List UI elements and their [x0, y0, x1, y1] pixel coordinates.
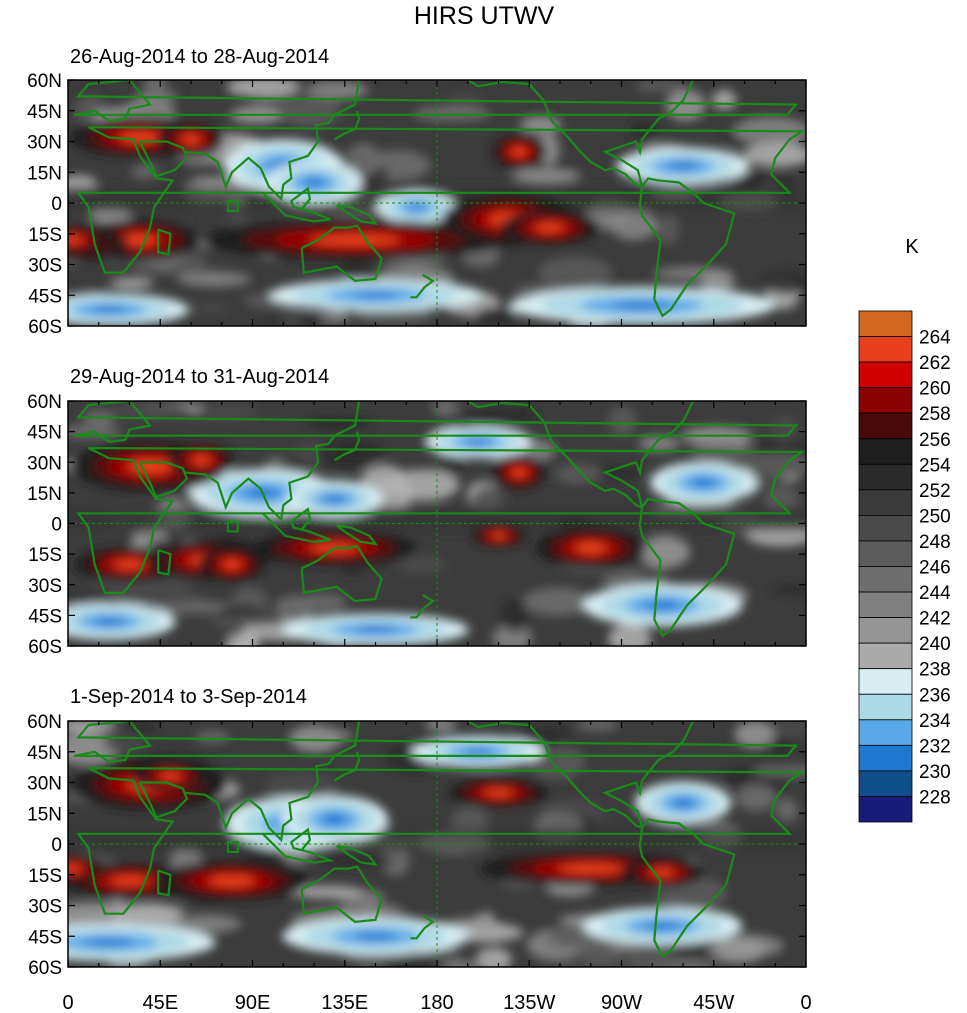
lat-label: 30S	[28, 576, 62, 597]
lat-label: 30S	[28, 897, 62, 918]
colorbar-swatch	[858, 642, 913, 670]
lat-label: 15S	[28, 866, 62, 887]
panel-1-field	[68, 80, 806, 326]
colorbar-label: 250	[919, 506, 951, 527]
panel-3-subtitle: 1-Sep-2014 to 3-Sep-2014	[70, 686, 307, 708]
lon-label: 0	[800, 992, 811, 1013]
lat-label: 0	[51, 835, 62, 856]
lat-label: 15N	[27, 484, 62, 505]
lat-label: 0	[51, 515, 62, 536]
lon-label: 90E	[235, 992, 271, 1013]
colorbar-label: 254	[919, 455, 951, 476]
colorbar-label: 240	[919, 634, 951, 655]
colorbar-label: 248	[919, 532, 951, 553]
colorbar-unit: K	[905, 236, 919, 258]
lat-label: 15S	[28, 545, 62, 566]
colorbar-label: 262	[919, 353, 951, 374]
colorbar-label: 256	[919, 430, 951, 451]
colorbar-label: 242	[919, 609, 951, 630]
lat-label: 45N	[27, 743, 62, 764]
lon-label: 45E	[142, 992, 178, 1013]
lat-label: 30S	[28, 256, 62, 277]
colorbar-swatch	[858, 310, 913, 337]
colorbar-label: 252	[919, 481, 951, 502]
lat-label: 30N	[27, 133, 62, 154]
lat-label: 60N	[27, 71, 62, 92]
panel-1-subtitle: 26-Aug-2014 to 28-Aug-2014	[70, 46, 329, 68]
colorbar-swatch	[858, 770, 913, 797]
colorbar-swatch	[858, 693, 913, 721]
lon-label: 135W	[503, 992, 555, 1013]
colorbar-label: 234	[919, 711, 951, 732]
colorbar-label: 260	[919, 379, 951, 400]
lat-label: 30N	[27, 774, 62, 795]
colorbar-swatch	[858, 744, 913, 772]
map-panel-3: 1-Sep-2014 to 3-Sep-2014 60N 45N 30N 15N 0 15…	[27, 686, 807, 979]
lat-label: 15S	[28, 225, 62, 246]
lat-label: 60S	[28, 637, 62, 658]
lat-label: 60S	[28, 317, 62, 338]
lat-label: 60N	[27, 712, 62, 733]
colorbar-swatch	[858, 515, 913, 542]
lat-label: 60N	[27, 392, 62, 413]
lat-label: 60S	[28, 958, 62, 979]
lat-label: 45S	[28, 927, 62, 948]
lon-label: 45W	[693, 992, 734, 1013]
colorbar-swatch	[858, 361, 913, 389]
lon-label: 90W	[601, 992, 642, 1013]
lon-label: 180	[420, 992, 453, 1013]
panel-2-field	[68, 401, 806, 646]
colorbar-label: 232	[919, 736, 951, 757]
colorbar-label: 228	[919, 787, 951, 808]
colorbar-label: 264	[919, 328, 951, 349]
lat-label: 45S	[28, 606, 62, 627]
colorbar-swatch	[858, 387, 913, 414]
colorbar: K 264 262 260 258 256 254 252 250 248 246 244 242 24…	[858, 236, 951, 823]
colorbar-label: 236	[919, 685, 951, 706]
map-panel-2: 29-Aug-2014 to 31-Aug-2014 60N 45N 30N 15N 0…	[27, 366, 807, 658]
lon-label: 0	[62, 992, 73, 1013]
colorbar-swatch	[858, 617, 913, 644]
lat-label: 15N	[27, 804, 62, 825]
colorbar-swatch	[858, 566, 913, 593]
colorbar-swatch	[858, 796, 913, 823]
colorbar-swatch	[858, 719, 913, 746]
colorbar-swatch	[858, 438, 913, 465]
colorbar-swatch	[858, 463, 913, 491]
colorbar-swatch	[858, 489, 913, 516]
lat-label: 30N	[27, 453, 62, 474]
lat-label: 15N	[27, 163, 62, 184]
lon-label: 135E	[321, 992, 368, 1013]
colorbar-swatch	[858, 336, 913, 363]
lat-label: 45N	[27, 102, 62, 123]
colorbar-label: 238	[919, 660, 951, 681]
lat-label: 45S	[28, 286, 62, 307]
colorbar-label: 246	[919, 558, 951, 579]
map-panel-1: 26-Aug-2014 to 28-Aug-2014 60N 45N 30N 15N 0…	[27, 46, 807, 338]
colorbar-label: 258	[919, 404, 951, 425]
colorbar-swatch	[858, 540, 913, 567]
lat-label: 45N	[27, 423, 62, 444]
colorbar-label: 244	[919, 583, 951, 604]
figure-title: HIRS UTWV	[414, 2, 555, 30]
lat-label: 0	[51, 194, 62, 215]
panel-3-field	[68, 721, 806, 967]
longitude-axis-labels: 0 45E 90E 135E 180 135W 90W 45W 0	[62, 992, 811, 1013]
colorbar-label: 230	[919, 762, 951, 783]
colorbar-swatch	[858, 412, 913, 440]
colorbar-swatch	[858, 591, 913, 618]
colorbar-swatch	[858, 668, 913, 695]
panel-2-subtitle: 29-Aug-2014 to 31-Aug-2014	[70, 366, 329, 388]
